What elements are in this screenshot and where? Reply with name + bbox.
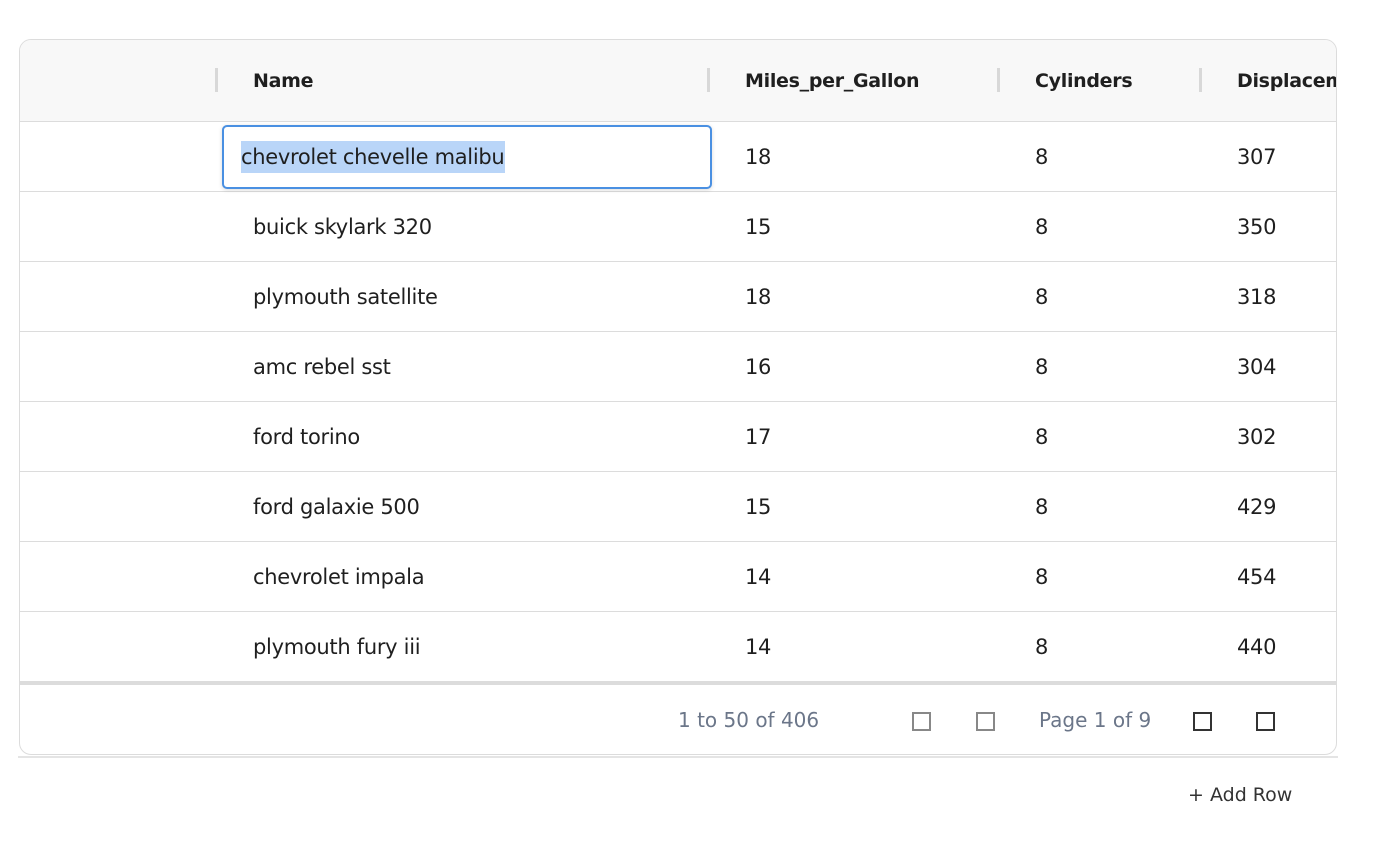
cell-displacement[interactable]: 440 [1237,635,1277,659]
first-page-button[interactable] [912,712,931,731]
column-resize-handle[interactable] [215,68,218,92]
cell-mpg[interactable]: 18 [745,285,772,309]
add-row-label: Add Row [1209,784,1293,806]
cell-name[interactable]: buick skylark 320 [253,215,432,239]
cell-cylinders[interactable]: 8 [1035,635,1049,659]
cell-mpg[interactable]: 14 [745,565,772,589]
cell-name[interactable]: ford torino [253,425,360,449]
cell-name[interactable]: chevrolet impala [253,565,425,589]
grid-header: Name Miles_per_Gallon Cylinders Displace… [20,40,1336,122]
page-indicator: Page 1 of 9 [1039,708,1152,732]
add-row-button[interactable]: + Add Row [1188,784,1292,806]
cell-displacement[interactable]: 302 [1237,425,1277,449]
cell-name[interactable]: plymouth satellite [253,285,438,309]
cell-editor-input[interactable]: chevrolet chevelle malibu [222,125,712,189]
table-row: ford galaxie 500 15 8 429 [20,472,1336,542]
cell-displacement[interactable]: 350 [1237,215,1277,239]
last-page-button[interactable] [1256,712,1275,731]
column-resize-handle[interactable] [997,68,1000,92]
column-header-displacement[interactable]: Displacement [1237,70,1336,92]
cell-name[interactable]: ford galaxie 500 [253,495,420,519]
cell-mpg[interactable]: 14 [745,635,772,659]
cell-cylinders[interactable]: 8 [1035,215,1049,239]
cell-cylinders[interactable]: 8 [1035,495,1049,519]
cell-mpg[interactable]: 15 [745,495,772,519]
cell-displacement[interactable]: 307 [1237,145,1277,169]
cell-cylinders[interactable]: 8 [1035,355,1049,379]
data-grid: Name Miles_per_Gallon Cylinders Displace… [19,39,1337,755]
cell-cylinders[interactable]: 8 [1035,565,1049,589]
cell-name[interactable]: plymouth fury iii [253,635,421,659]
table-row: chevrolet impala 14 8 454 [20,542,1336,612]
plus-icon: + [1188,784,1204,806]
table-row: chevrolet chevelle malibu 18 8 307 [20,122,1336,192]
cell-displacement[interactable]: 454 [1237,565,1277,589]
cell-cylinders[interactable]: 8 [1035,145,1049,169]
selected-text: chevrolet chevelle malibu [241,141,506,173]
cell-name[interactable]: amc rebel sst [253,355,391,379]
cell-displacement[interactable]: 318 [1237,285,1277,309]
cell-cylinders[interactable]: 8 [1035,285,1049,309]
table-row: plymouth fury iii 14 8 440 [20,612,1336,682]
column-resize-handle[interactable] [707,68,710,92]
pagination-bar: 1 to 50 of 406 Page 1 of 9 [20,682,1336,754]
next-page-button[interactable] [1193,712,1212,731]
row-range: 1 to 50 of 406 [678,708,820,732]
cell-mpg[interactable]: 16 [745,355,772,379]
divider [18,756,1338,758]
table-row: buick skylark 320 15 8 350 [20,192,1336,262]
cell-cylinders[interactable]: 8 [1035,425,1049,449]
cell-mpg[interactable]: 15 [745,215,772,239]
cell-displacement[interactable]: 429 [1237,495,1277,519]
column-header-cylinders[interactable]: Cylinders [1035,70,1133,92]
column-resize-handle[interactable] [1199,68,1202,92]
cell-mpg[interactable]: 18 [745,145,772,169]
cell-displacement[interactable]: 304 [1237,355,1277,379]
previous-page-button[interactable] [976,712,995,731]
column-header-mpg[interactable]: Miles_per_Gallon [745,70,920,92]
table-row: ford torino 17 8 302 [20,402,1336,472]
cell-mpg[interactable]: 17 [745,425,772,449]
table-row: plymouth satellite 18 8 318 [20,262,1336,332]
table-row: amc rebel sst 16 8 304 [20,332,1336,402]
column-header-name[interactable]: Name [253,70,314,92]
